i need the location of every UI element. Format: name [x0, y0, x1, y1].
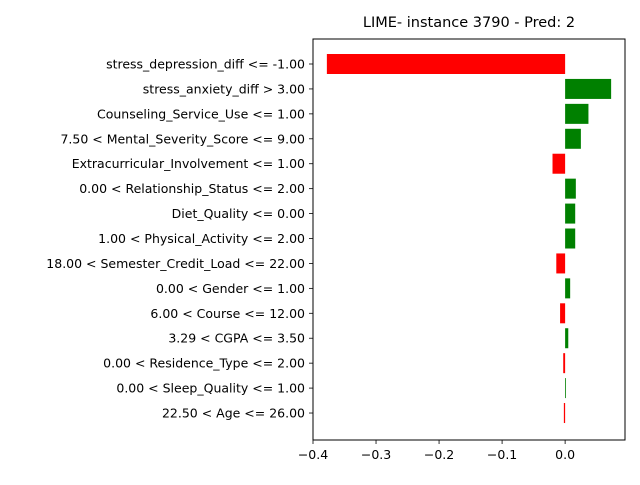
- y-tick-label: 1.00 < Physical_Activity <= 2.00: [98, 231, 305, 246]
- x-tick-label: −0.2: [424, 447, 454, 462]
- bar-6-00-course-12-00: [560, 303, 566, 324]
- bar-stress-anxiety-diff-3-00: [565, 78, 612, 99]
- x-tick-label: −0.3: [361, 447, 391, 462]
- y-tick-label: Extracurricular_Involvement <= 1.00: [72, 156, 305, 171]
- y-tick-label: stress_anxiety_diff > 3.00: [143, 81, 305, 96]
- bar-22-50-age-26-00: [563, 403, 566, 424]
- y-axis: stress_depression_diff <= -1.00 stress_an…: [46, 57, 313, 421]
- y-tick-label: Diet_Quality <= 0.00: [172, 206, 305, 221]
- y-tick-label: stress_depression_diff <= -1.00: [106, 57, 305, 72]
- bars-layer: [326, 54, 612, 424]
- bar-1-00-physical-activity-2-00: [565, 228, 576, 249]
- x-tick-label: −0.4: [298, 447, 328, 462]
- y-tick-label: 0.00 < Gender <= 1.00: [156, 281, 305, 296]
- y-tick-label: 0.00 < Residence_Type <= 2.00: [103, 356, 305, 371]
- bar-counseling-service-use-1-00: [565, 103, 589, 124]
- y-tick-label: 18.00 < Semester_Credit_Load <= 22.00: [46, 256, 305, 271]
- y-tick-label: 22.50 < Age <= 26.00: [162, 406, 305, 421]
- y-tick-label: 0.00 < Relationship_Status <= 2.00: [79, 181, 305, 196]
- plot-frame: [312, 38, 626, 441]
- x-axis: −0.4 −0.3 −0.2 −0.1 0.0: [298, 440, 575, 462]
- y-tick-label: Counseling_Service_Use <= 1.00: [97, 106, 305, 121]
- bar-0-00-residence-type-2-00: [563, 353, 566, 374]
- y-tick-label: 6.00 < Course <= 12.00: [150, 306, 305, 321]
- bar-extracurricular-involvement-1-00: [552, 153, 566, 174]
- bar-0-00-sleep-quality-1-00: [565, 378, 566, 399]
- bar-0-00-gender-1-00: [565, 278, 571, 299]
- x-tick-label: −0.1: [487, 447, 517, 462]
- bar-7-50-mental-severity-score-9-00: [565, 128, 581, 149]
- y-tick-label: 0.00 < Sleep_Quality <= 1.00: [116, 381, 305, 396]
- bar-0-00-relationship-status-2-00: [565, 178, 576, 199]
- bar-stress-depression-diff-1-00: [326, 54, 566, 74]
- bar-18-00-semester-credit-load-22-00: [556, 253, 566, 274]
- x-tick-label: 0.0: [555, 447, 575, 462]
- bar-3-29-cgpa-3-50: [565, 328, 569, 349]
- y-tick-label: 3.29 < CGPA <= 3.50: [168, 331, 305, 346]
- y-tick-label: 7.50 < Mental_Severity_Score <= 9.00: [60, 131, 305, 146]
- bar-diet-quality-0-00: [565, 203, 576, 224]
- chart-title: LIME- instance 3790 - Pred: 2: [363, 15, 575, 31]
